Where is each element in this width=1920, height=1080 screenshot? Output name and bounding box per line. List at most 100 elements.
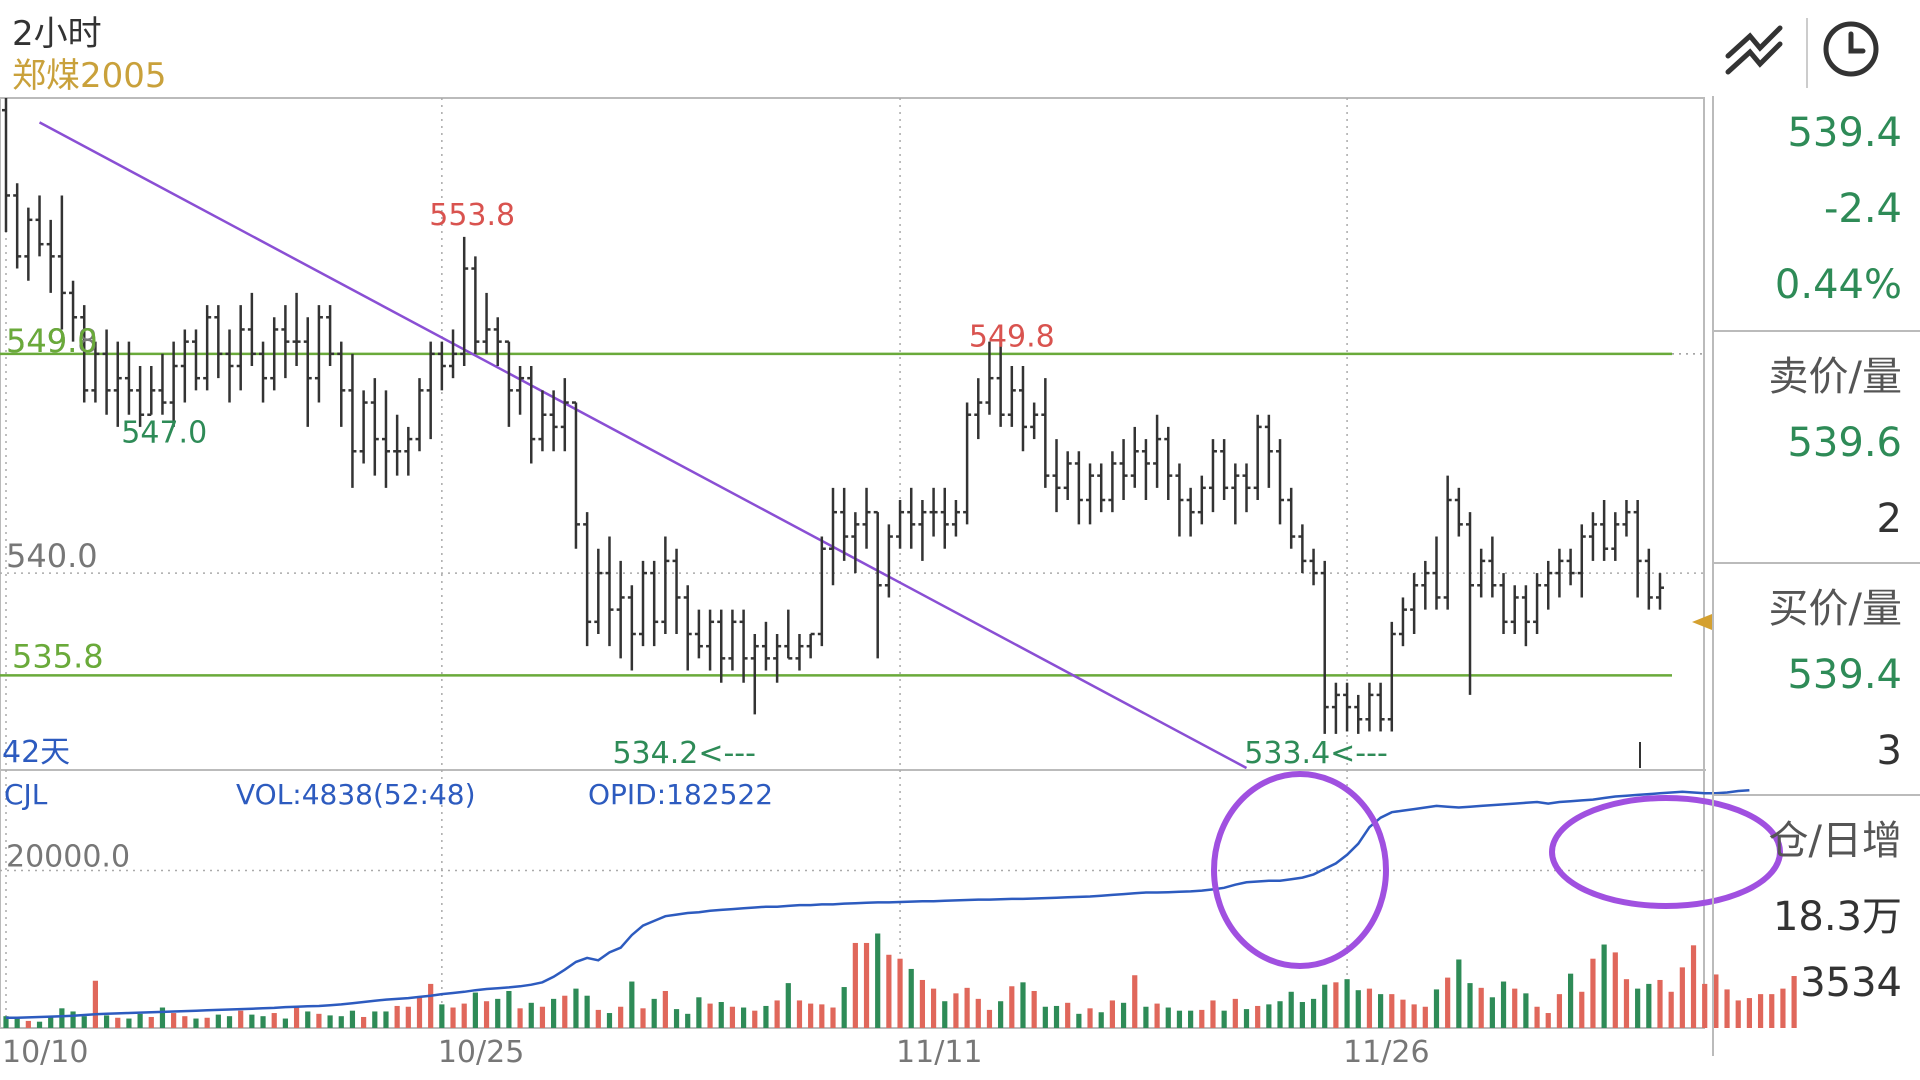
volume-bar — [1087, 1008, 1093, 1028]
volume-bar — [841, 987, 847, 1028]
volume-bar — [1545, 1013, 1551, 1028]
volume-bar — [137, 1013, 143, 1028]
level-label-overlap: 549.8 — [6, 322, 98, 360]
volume-bar — [1176, 1010, 1183, 1028]
volume-bar — [226, 1016, 233, 1028]
volume-bar — [416, 996, 423, 1028]
hand-drawn-markers — [1211, 771, 1783, 969]
volume-bar — [573, 988, 579, 1028]
volume-bar — [260, 1016, 266, 1028]
volume-bar — [36, 1021, 43, 1028]
open-interest-daily-change: 3534 — [1800, 960, 1902, 1006]
volume-bar — [238, 1010, 244, 1028]
volume-bar — [1769, 994, 1775, 1028]
volume-bar — [1333, 982, 1339, 1028]
volume-bar — [696, 997, 702, 1028]
volume-bar — [1344, 979, 1350, 1028]
volume-bar — [1266, 1004, 1272, 1028]
volume-bar — [718, 1002, 724, 1028]
range-label: 42天 — [2, 735, 70, 770]
trend-line-group[interactable] — [38, 121, 1248, 770]
volume-bar — [439, 1004, 445, 1028]
volume-bar — [1277, 1001, 1283, 1028]
volume-bar — [70, 1011, 76, 1028]
chart-labels: 540.0549.8549.0535.8553.8549.8547.0534.2… — [2, 198, 1388, 875]
volume-bar — [1702, 983, 1708, 1028]
volume-bars — [3, 933, 1797, 1028]
volume-bar — [1210, 1000, 1216, 1028]
volume-bar — [495, 998, 501, 1028]
volume-bar — [1188, 1010, 1194, 1028]
volume-bar — [1065, 1002, 1071, 1028]
plot-frame — [0, 97, 1705, 1029]
volume-bar — [1109, 1000, 1115, 1028]
volume-bar — [1746, 998, 1753, 1028]
bid-price: 539.4 — [1787, 652, 1902, 698]
volume-bar — [595, 1009, 601, 1028]
last-price: 539.4 — [1787, 110, 1902, 156]
price-change-pct: 0.44% — [1774, 262, 1902, 308]
open-interest-readout: OPID:182522 — [588, 778, 773, 811]
highlight-circle-left — [1211, 771, 1389, 969]
volume-bar — [528, 1002, 534, 1028]
volume-bar — [1623, 979, 1630, 1028]
open-interest-series — [6, 788, 1750, 1020]
volume-bar — [361, 1016, 367, 1028]
volume-bar — [1221, 1010, 1227, 1028]
volume-bar — [405, 1006, 411, 1028]
volume-bar — [282, 1018, 288, 1028]
level-label-535.8: 535.8 — [12, 637, 104, 675]
volume-bar — [1657, 979, 1663, 1028]
volume-bar — [673, 1009, 680, 1028]
volume-bar — [763, 1005, 769, 1028]
x-axis-ticks: 10/10 10/25 11/11 11/26 — [2, 1035, 1430, 1070]
volume-bar — [1255, 1005, 1261, 1028]
volume-bar — [1713, 974, 1719, 1028]
volume-bar — [819, 1004, 825, 1028]
volume-bar — [796, 1000, 803, 1028]
period-title[interactable]: 2小时 — [12, 14, 102, 54]
volume-bar — [92, 980, 99, 1028]
volume-bar — [383, 1011, 389, 1028]
volume-bar — [830, 1007, 836, 1028]
volume-bar — [305, 1011, 311, 1028]
volume-bar — [1411, 1004, 1417, 1028]
volume-bar — [14, 1018, 20, 1028]
volume-bar — [1556, 994, 1563, 1028]
volume-bar — [808, 1003, 814, 1028]
volume-bar — [126, 1018, 132, 1028]
volume-bar — [875, 933, 881, 1028]
volume-bar — [863, 942, 870, 1028]
volume-label-20000: 20000.0 — [6, 840, 130, 875]
volume-bar — [1512, 988, 1518, 1028]
volume-bar — [551, 998, 557, 1028]
volume-bar — [1389, 994, 1395, 1028]
panel-divider — [1714, 794, 1920, 796]
volume-bar — [394, 1005, 400, 1028]
highlight-circle-right — [1549, 795, 1783, 909]
volume-bar — [953, 993, 959, 1028]
volume-bar — [606, 1013, 613, 1028]
volume-bar — [1299, 1002, 1305, 1028]
ask-label: 卖价/量 — [1768, 354, 1902, 400]
volume-bar — [1579, 991, 1585, 1028]
clock-icon[interactable] — [1816, 14, 1886, 84]
bid-label: 买价/量 — [1768, 586, 1902, 632]
volume-bar — [740, 1007, 747, 1028]
annotation-low-534.2: 534.2<--- — [612, 736, 756, 771]
volume-bar — [562, 995, 568, 1028]
open-interest-total: 18.3万 — [1772, 894, 1902, 940]
volume-bar — [249, 1014, 255, 1028]
volume-bar — [707, 1003, 713, 1028]
volume-bar — [685, 1013, 691, 1028]
volume-bar — [517, 1008, 523, 1028]
volume-bar — [1489, 997, 1495, 1028]
volume-bar — [461, 1003, 467, 1028]
price-label-540: 540.0 — [6, 537, 98, 575]
volume-bar — [1020, 982, 1026, 1028]
contract-name[interactable]: 郑煤2005 — [12, 56, 167, 96]
trendline-draw-icon[interactable] — [1720, 14, 1790, 84]
volume-bar — [1612, 952, 1618, 1028]
volume-bar — [1534, 1006, 1540, 1028]
